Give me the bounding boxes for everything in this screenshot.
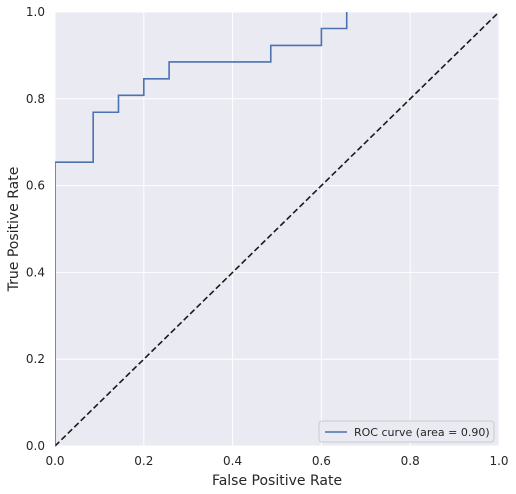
legend-label: ROC curve (area = 0.90) — [354, 426, 490, 439]
roc-curve-line — [55, 12, 348, 446]
legend-box — [318, 420, 495, 443]
y-tick-label: 0.8 — [26, 92, 45, 106]
x-tick-label: 0.6 — [312, 454, 331, 468]
x-tick-label: 0.8 — [401, 454, 420, 468]
legend: ROC curve (area = 0.90) — [318, 420, 495, 443]
y-axis-label: True Positive Rate — [6, 167, 22, 293]
y-tick-label: 0.6 — [26, 179, 45, 193]
x-tick-labels: 0.0 0.2 0.4 0.6 0.8 1.0 — [45, 454, 508, 468]
x-tick-label: 0.4 — [223, 454, 242, 468]
grid-lines — [54, 11, 500, 447]
y-tick-label: 0.4 — [26, 265, 45, 279]
y-tick-label: 0.0 — [26, 439, 45, 453]
y-tick-labels: 0.0 0.2 0.4 0.6 0.8 1.0 — [26, 5, 45, 453]
x-axis-label: False Positive Rate — [212, 473, 342, 489]
chance-diagonal-line — [55, 11, 500, 447]
y-tick-label: 0.2 — [26, 352, 45, 366]
x-tick-label: 0.0 — [45, 454, 64, 468]
y-tick-label: 1.0 — [26, 5, 45, 19]
x-tick-label: 0.2 — [134, 454, 153, 468]
x-tick-label: 1.0 — [489, 454, 508, 468]
series-layer — [55, 11, 500, 447]
